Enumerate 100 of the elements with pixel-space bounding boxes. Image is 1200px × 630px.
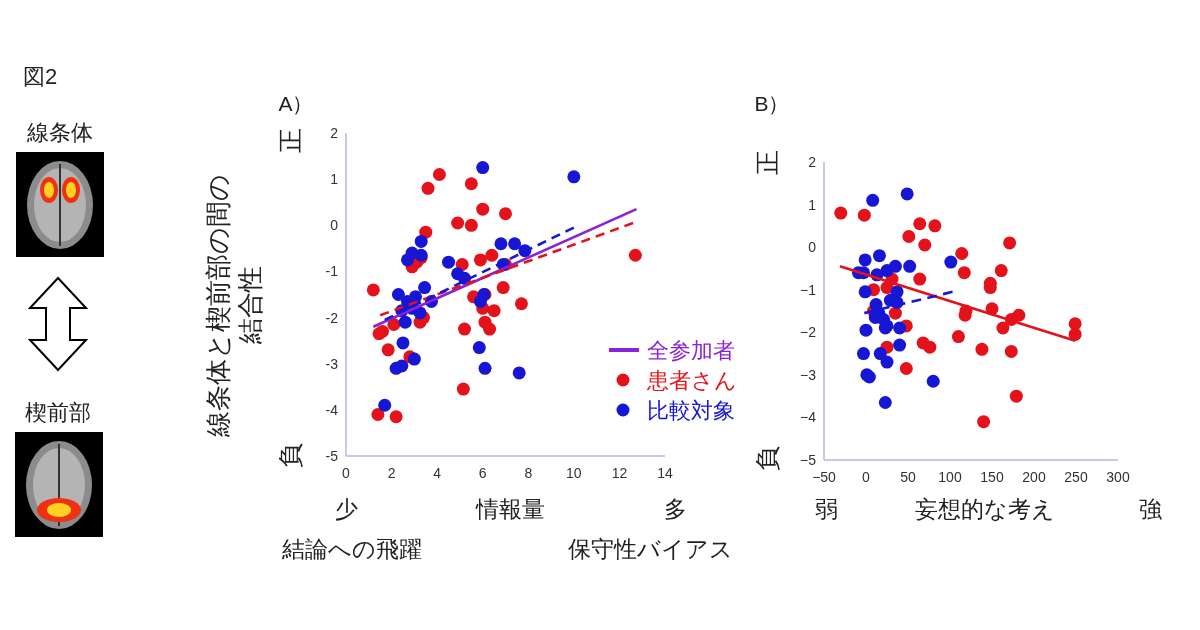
point [398,315,412,329]
point [389,410,403,424]
point [421,181,435,195]
point [923,340,937,354]
text: 正 [276,127,304,153]
point [628,248,642,262]
point [472,341,486,355]
y-tick-label: 1 [808,196,817,213]
point [866,193,880,207]
x-tick-label: 100 [938,469,962,485]
point [888,306,902,320]
x-axis-title: 妄想的な考え [915,496,1055,522]
text: 強 [1138,496,1162,522]
y-tick-label: −2 [800,324,817,341]
x-axis-title: 情報量 [474,496,545,522]
point [902,230,916,243]
point [476,202,490,216]
point [464,218,478,232]
point [918,238,932,252]
point [371,407,385,421]
point [487,304,501,318]
point [378,398,392,412]
point [1004,344,1018,358]
point [567,170,581,184]
point [418,281,432,295]
point [880,355,894,369]
x-tick-label: 6 [478,465,487,481]
point [878,396,892,410]
x-tick-label: 300 [1106,469,1130,485]
x-tick-label: 12 [611,465,628,481]
point [396,336,410,350]
point [856,347,870,361]
point [900,187,914,201]
x-tick-label: 0 [342,465,351,481]
text: 負 [276,442,304,468]
point [456,382,470,396]
point [401,253,415,267]
point [859,323,873,337]
y-tick-label: 1 [330,171,339,188]
point [451,216,465,230]
point [512,366,526,380]
y-tick-label: 2 [808,154,817,170]
point [996,321,1010,335]
point [1003,236,1017,250]
point [391,288,405,301]
point [951,330,965,344]
point [494,237,508,251]
point [476,161,490,175]
point [381,343,395,357]
point [366,283,380,297]
y-tick-label: −5 [800,452,817,468]
x-tick-label: 4 [433,465,442,481]
point [414,234,428,248]
text: 少 [334,496,358,522]
text: 保守性バイアス [567,536,733,562]
point [873,347,887,361]
point [928,219,942,233]
point [514,297,528,311]
chart-title: A） [278,91,314,115]
point [485,248,499,262]
point [478,361,492,375]
x-tick-label: 14 [657,465,673,481]
point [432,168,446,182]
y-tick-label: -5 [325,448,339,464]
point [913,217,927,231]
x-tick-label: 10 [566,465,582,481]
legend-label: 全参加者 [647,337,735,363]
y-tick-label: -3 [325,355,339,372]
y-tick-label: -2 [325,309,339,326]
point [994,264,1008,278]
point [457,322,471,336]
y-tick-label: 2 [330,125,339,141]
point [858,253,872,267]
text: 結論への飛躍 [281,536,422,562]
y-tick-label: -4 [325,401,339,418]
point [464,177,478,191]
text: 正 [753,149,781,175]
point [977,415,991,429]
point [858,285,872,299]
y-axis-title: 線条体と楔前部の間の結合性 [203,173,265,438]
point [1009,389,1023,403]
y-tick-label: 0 [808,239,817,256]
point [893,321,907,335]
point [913,272,927,286]
point [496,281,510,295]
y-tick-label: −3 [800,366,817,383]
x-tick-label: 150 [980,469,1004,485]
chart-title: B） [754,91,790,115]
text: 負 [753,445,781,471]
x-tick-label: 2 [387,465,396,481]
point [926,374,940,388]
point [957,266,971,280]
point [857,208,871,222]
x-tick-label: −50 [812,469,837,485]
point [955,247,969,261]
text: 多 [663,496,687,522]
point [407,352,421,366]
y-tick-label: -1 [325,263,339,280]
point [888,259,902,273]
y-tick-label: −4 [800,409,817,426]
